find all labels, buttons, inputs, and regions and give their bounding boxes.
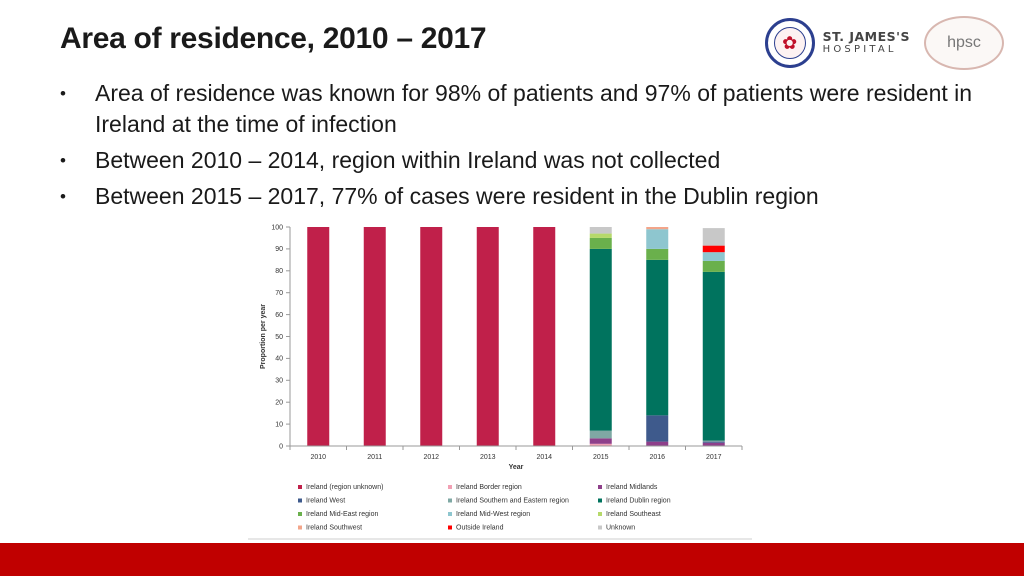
legend-label: Unknown (606, 525, 635, 532)
y-tick-label: 0 (279, 443, 283, 450)
y-tick-label: 10 (275, 421, 283, 428)
y-tick-label: 100 (271, 224, 283, 231)
legend-label: Outside Ireland (456, 525, 504, 532)
x-tick-label: 2010 (310, 454, 326, 461)
chart: 0 10 20 30 40 50 60 70 80 90 100 2010 2011 2012 2013 2… (248, 218, 752, 540)
bar-segment (702, 252, 725, 261)
legend-label: Ireland Mid-West region (456, 511, 530, 518)
x-tick-label: 2014 (536, 454, 552, 461)
y-tick-label: 30 (275, 378, 283, 385)
bar-segment (646, 415, 669, 442)
bar-segment (307, 227, 330, 446)
logo-group: ✿ ST. JAMES'S HOSPITAL hpsc (764, 16, 1004, 70)
bar-segment (702, 260, 725, 272)
x-tick-label: 2013 (480, 454, 496, 461)
bar-segment (589, 438, 612, 444)
bar-segment (702, 245, 725, 253)
x-tick-label: 2012 (423, 454, 439, 461)
legend-swatch (298, 498, 302, 503)
legend-swatch (598, 498, 602, 503)
bullet-item: Area of residence was known for 98% of p… (60, 78, 980, 140)
x-axis: 2010 2011 2012 2013 2014 2015 2016 2017 (289, 445, 743, 461)
y-tick-label: 20 (275, 400, 283, 407)
legend-swatch (598, 485, 602, 489)
bar-segment (702, 271, 725, 441)
legend-swatch (298, 485, 302, 489)
bar-segment (476, 227, 499, 446)
bar-segment (702, 440, 725, 442)
x-tick-label: 2015 (593, 454, 609, 461)
bullet-list: Area of residence was known for 98% of p… (60, 78, 980, 217)
hospital-seal-icon: ✿ (764, 18, 815, 68)
bars (307, 227, 725, 446)
legend-label: Ireland Midlands (606, 484, 658, 491)
legend-swatch (448, 512, 452, 516)
bar-segment (702, 228, 725, 246)
y-tick-label: 70 (275, 290, 283, 297)
legend-swatch (448, 498, 452, 503)
legend-label: Ireland West (306, 498, 345, 505)
bar-segment (363, 227, 386, 446)
bar-segment (589, 227, 612, 234)
bar-segment (589, 237, 612, 249)
y-tick-label: 80 (275, 268, 283, 275)
x-axis-label: Year (509, 464, 524, 471)
y-axis-label: Proportion per year (260, 304, 267, 369)
legend-label: Ireland Southeast (606, 511, 661, 518)
bullet-item: Between 2015 – 2017, 77% of cases were r… (60, 181, 980, 212)
y-axis: 0 10 20 30 40 50 60 70 80 90 100 (271, 224, 291, 450)
bar-segment (589, 248, 612, 431)
legend-swatch (598, 512, 602, 516)
y-tick-label: 90 (275, 246, 283, 253)
bar-segment (646, 441, 669, 446)
legend: Ireland (region unknown) Ireland Border r… (298, 484, 671, 532)
st-james-logo: ST. JAMES'S HOSPITAL (822, 29, 910, 56)
legend-label: Ireland Border region (456, 484, 522, 491)
bar-segment (646, 259, 669, 416)
bar-segment (420, 227, 443, 446)
legend-label: Ireland Dublin region (606, 498, 671, 505)
legend-swatch (448, 485, 452, 489)
y-tick-label: 40 (275, 356, 283, 363)
bar-segment (533, 227, 556, 446)
bar-segment (702, 441, 725, 443)
bar-segment (589, 430, 612, 439)
bullet-item: Between 2010 – 2014, region within Irela… (60, 145, 980, 176)
legend-label: Ireland Southwest (306, 525, 362, 532)
bar-segment (702, 442, 725, 446)
x-tick-label: 2016 (649, 454, 665, 461)
hpsc-logo: hpsc (924, 16, 1004, 70)
footer-band (0, 543, 1024, 576)
legend-label: Ireland (region unknown) (306, 484, 383, 491)
legend-swatch (298, 512, 302, 516)
x-tick-label: 2011 (367, 454, 382, 461)
bar-segment (646, 227, 669, 230)
x-tick-label: 2017 (706, 454, 722, 461)
bar-segment (589, 233, 612, 238)
legend-label: Ireland Mid-East region (306, 511, 378, 518)
y-tick-label: 60 (275, 312, 283, 319)
legend-swatch (298, 525, 302, 530)
slide-title: Area of residence, 2010 – 2017 (60, 22, 487, 55)
bar-segment (589, 443, 612, 446)
legend-label: Ireland Southern and Eastern region (456, 498, 569, 505)
bar-segment (646, 229, 669, 249)
bar-segment (646, 248, 669, 260)
legend-swatch (598, 525, 602, 530)
y-tick-label: 50 (275, 334, 283, 341)
legend-swatch (448, 525, 452, 530)
